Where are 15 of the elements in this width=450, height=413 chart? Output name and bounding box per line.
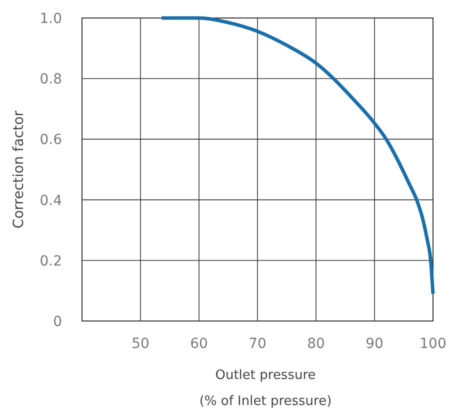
y-axis-title: Correction factor bbox=[11, 110, 27, 228]
y-tick-label: 1.0 bbox=[40, 11, 62, 27]
y-tick-label: 0.6 bbox=[40, 132, 62, 148]
x-tick-label: 70 bbox=[248, 336, 266, 352]
y-tick-label: 0.2 bbox=[40, 253, 62, 270]
y-tick-label: 0.4 bbox=[40, 192, 62, 209]
y-tick-label: 0.8 bbox=[40, 72, 62, 88]
y-tick-label: 0 bbox=[53, 314, 62, 330]
x-tick-label: 60 bbox=[190, 336, 208, 352]
line-series bbox=[160, 16, 435, 296]
x-tick-label: 80 bbox=[307, 336, 325, 352]
x-tick-label: 100 bbox=[420, 336, 446, 352]
x-tick-label: 90 bbox=[366, 336, 384, 352]
x-axis-title: Outlet pressure (% of Inlet pressure) bbox=[199, 368, 332, 409]
x-tick-label: 50 bbox=[132, 336, 150, 352]
